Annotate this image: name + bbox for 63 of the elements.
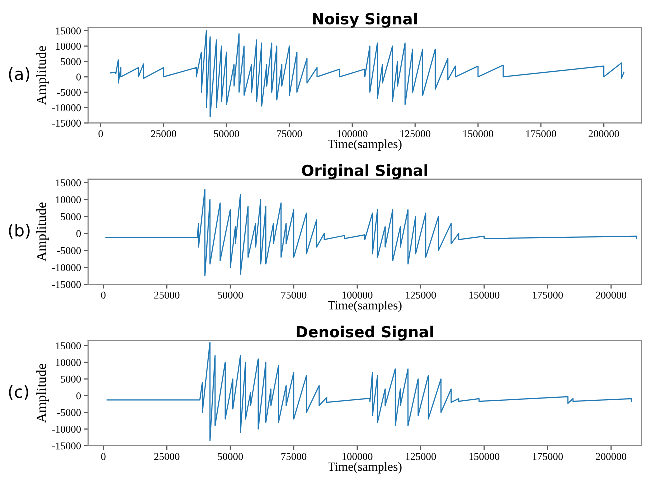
x-tick-label: 100000 bbox=[342, 453, 373, 460]
x-tick-label: 25000 bbox=[154, 453, 180, 460]
x-tick-label: 100000 bbox=[342, 292, 373, 299]
x-tick-label: 150000 bbox=[464, 130, 494, 138]
line-series bbox=[106, 189, 638, 277]
y-tick-label: 10000 bbox=[56, 43, 82, 50]
y-tick-label: 5000 bbox=[61, 376, 82, 383]
line-series bbox=[110, 30, 625, 118]
y-tick-label: -10000 bbox=[52, 104, 82, 112]
x-tick-label: 25000 bbox=[151, 130, 176, 138]
y-tick-label: -15000 bbox=[52, 120, 82, 127]
y-tick-label: 5000 bbox=[61, 58, 82, 66]
x-tick-label: 100000 bbox=[338, 130, 368, 138]
x-tick-label: 75000 bbox=[282, 292, 307, 299]
y-tick-label: 15000 bbox=[56, 28, 82, 35]
x-axis-title: Time(samples) bbox=[328, 300, 402, 312]
y-tick-label: 15000 bbox=[56, 342, 82, 350]
x-tick-label: 200000 bbox=[588, 130, 620, 138]
x-tick-label: 200000 bbox=[596, 292, 627, 299]
y-axis-title: Amplitude bbox=[36, 202, 50, 262]
y-tick-label: 10000 bbox=[56, 196, 82, 204]
y-tick-label: -15000 bbox=[52, 442, 82, 450]
text: (c) bbox=[9, 385, 28, 400]
x-tick-label: 175000 bbox=[526, 130, 556, 138]
y-axis-title: Amplitude bbox=[36, 364, 50, 423]
x-tick-label: 75000 bbox=[282, 453, 307, 460]
y-axis-title: Amplitude bbox=[36, 46, 50, 106]
x-tick-label: 50000 bbox=[218, 453, 244, 460]
x-tick-label: 25000 bbox=[154, 292, 180, 299]
x-tick-label: 200000 bbox=[596, 453, 627, 460]
x-tick-label: 125000 bbox=[406, 453, 436, 460]
x-tick-label: 50000 bbox=[214, 130, 240, 138]
x-tick-label: 175000 bbox=[533, 453, 564, 460]
y-tick-label: -5000 bbox=[58, 247, 82, 254]
x-tick-label: 175000 bbox=[533, 292, 564, 299]
y-tick-label: 0 bbox=[76, 392, 82, 400]
x-tick-label: 50000 bbox=[218, 292, 244, 299]
x-tick-label: 125000 bbox=[406, 292, 436, 299]
x-tick-label: 125000 bbox=[400, 130, 431, 138]
y-tick-label: -5000 bbox=[58, 409, 82, 416]
x-tick-label: 0 bbox=[101, 453, 106, 460]
x-tick-label: 150000 bbox=[470, 453, 500, 460]
y-tick-label: -10000 bbox=[52, 426, 82, 433]
y-tick-label: -5000 bbox=[58, 89, 82, 96]
x-tick-label: 0 bbox=[101, 292, 106, 299]
line-series bbox=[106, 342, 632, 442]
y-tick-label: -10000 bbox=[52, 264, 82, 272]
x-axis-title: Time(samples) bbox=[328, 140, 402, 151]
text: (a) bbox=[9, 68, 30, 82]
chart-title: Original Signal bbox=[302, 164, 428, 180]
text: (b) bbox=[9, 224, 30, 239]
y-tick-label: 0 bbox=[76, 74, 82, 81]
y-tick-label: 15000 bbox=[56, 180, 82, 187]
x-axis-title: Time(samples) bbox=[328, 462, 402, 474]
x-tick-label: 75000 bbox=[277, 130, 302, 138]
chart-title: Denoised Signal bbox=[296, 326, 434, 341]
y-tick-label: 10000 bbox=[56, 359, 82, 366]
y-tick-label: 5000 bbox=[61, 213, 82, 220]
x-tick-label: 0 bbox=[98, 130, 104, 138]
y-tick-label: 0 bbox=[76, 230, 82, 238]
x-tick-label: 150000 bbox=[470, 292, 500, 299]
chart-title: Noisy Signal bbox=[313, 12, 418, 28]
y-tick-label: -15000 bbox=[52, 281, 82, 288]
